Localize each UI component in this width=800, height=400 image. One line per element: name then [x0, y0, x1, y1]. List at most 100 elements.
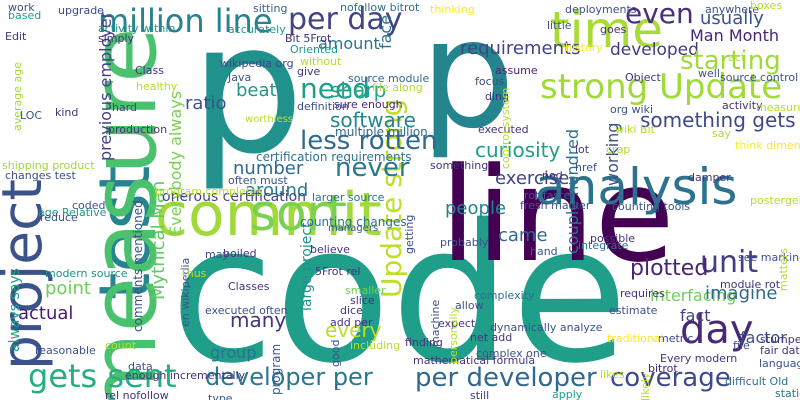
- word-nod: nod: [542, 169, 563, 182]
- word-little: little: [547, 19, 572, 32]
- word-beat: beat: [236, 80, 277, 101]
- word-edit: Edit: [5, 30, 27, 43]
- word-data: data: [128, 360, 153, 373]
- word-source-control: source control: [720, 71, 799, 84]
- word-finding: finding: [405, 336, 443, 349]
- word-ratio: ratio: [185, 93, 227, 114]
- word-classes: Classes: [228, 280, 270, 293]
- word-fair-data: fair data: [760, 344, 800, 357]
- word-commit: commit: [155, 180, 382, 250]
- word-module-rot: module rot: [720, 278, 781, 291]
- word-thus: Thus: [180, 267, 207, 280]
- word-many: many: [230, 308, 287, 332]
- word-requirements: requirements: [460, 38, 581, 59]
- word-href: href: [575, 161, 597, 174]
- word-crap: crap: [606, 143, 631, 156]
- word-man-month: Man Month: [690, 26, 779, 45]
- word-comments-mentioned: comments mentioned: [131, 200, 145, 332]
- word-personally: personally: [447, 306, 460, 364]
- word-every-modern: Every modern: [660, 352, 738, 365]
- word-around: around: [245, 180, 309, 201]
- word-time: time: [550, 1, 663, 59]
- word-slice: slice: [350, 294, 375, 307]
- word-onerous-certification: onerous certification: [162, 189, 307, 205]
- word-count: count: [105, 339, 137, 352]
- word-factor: factor: [740, 328, 787, 347]
- word-including: including: [350, 339, 401, 352]
- word-number: number: [233, 158, 304, 179]
- word-coded: coded: [72, 199, 106, 212]
- word-exercise: exercise: [495, 168, 570, 189]
- word-point: point: [45, 278, 91, 299]
- word-million-line: million line: [98, 2, 273, 40]
- word-lot: lot: [575, 143, 590, 156]
- word-likes: likes: [600, 368, 625, 381]
- word-probably: probably: [440, 236, 489, 249]
- word-interfacing: interfacing: [650, 286, 737, 305]
- word-ding: ding: [485, 90, 509, 103]
- word-fact: fact: [680, 306, 711, 325]
- word-unit: unit: [700, 245, 759, 280]
- word-focus: focus: [475, 75, 505, 88]
- word-assume: assume: [495, 64, 538, 77]
- word-program-completes: program completes: [155, 185, 263, 198]
- word-requires: requires: [620, 287, 665, 300]
- word-loc: LOC: [20, 109, 43, 122]
- word-file-along: file along: [372, 81, 423, 94]
- word-rel-nofollow: rel nofollow: [105, 389, 169, 400]
- word-nofollow-bitrot: nofollow bitrot: [340, 1, 420, 14]
- word-large-project: large project: [299, 222, 315, 311]
- word-changes-test: changes test: [5, 169, 76, 182]
- word-add-per: add per: [330, 316, 373, 329]
- word-larger-source: larger source: [312, 191, 385, 204]
- word-modern-source: modern source: [45, 267, 128, 280]
- word-plotted: plotted: [630, 256, 709, 281]
- word-executed: executed: [478, 123, 529, 136]
- word-org-wiki: org wiki: [610, 103, 654, 116]
- word-complexity: complexity: [474, 289, 535, 302]
- word-shipping-product: shipping product: [2, 159, 95, 172]
- word-imagine: imagine: [705, 283, 778, 304]
- word-people: people: [445, 198, 507, 219]
- word-developed: developed: [610, 40, 699, 60]
- word-activity-within: activity within: [98, 22, 176, 35]
- word-something: something: [430, 159, 489, 172]
- word-hard: hard: [112, 101, 138, 114]
- word-even: even: [625, 0, 694, 30]
- word-based: based: [8, 9, 42, 22]
- word-starting: starting: [680, 46, 781, 76]
- word-everybody-always: Everybody always: [166, 90, 185, 236]
- word-analysis: analysis: [535, 158, 738, 216]
- word-kind: kind: [55, 106, 79, 119]
- word-matters: matters: [777, 247, 790, 291]
- word-simply: simply: [98, 32, 135, 45]
- word-difficult-old: difficult Old: [725, 375, 789, 388]
- word-wikipedia-org: wikipedia org: [220, 57, 294, 70]
- word-work: work: [8, 1, 35, 14]
- word-per-developer: per developer: [415, 363, 597, 393]
- word-line: line: [440, 139, 675, 291]
- word-thinking: thinking: [430, 3, 475, 16]
- word-coverage: coverage: [610, 363, 731, 393]
- word-need: need: [300, 72, 370, 105]
- word-estimate: estimate: [609, 304, 658, 317]
- word-multiple-million: multiple million: [335, 125, 428, 139]
- word-software: software: [330, 108, 416, 132]
- word-history: history: [565, 41, 603, 54]
- word-measured: measured: [756, 101, 800, 114]
- word-counting-tools: counting tools: [612, 200, 691, 213]
- word-statically: statically: [775, 387, 800, 400]
- word-definition: definition: [297, 100, 349, 113]
- word-metric: metric: [658, 332, 694, 345]
- word-every: every: [325, 318, 382, 342]
- word-act: act: [728, 51, 746, 64]
- word-sharp: sharp: [330, 78, 387, 102]
- word-goes: goes: [600, 23, 627, 36]
- word-type: type: [208, 392, 233, 400]
- word-traditional: traditional: [607, 332, 664, 345]
- word-c: c: [335, 380, 342, 393]
- word-expect: expect: [438, 317, 476, 330]
- word-anywhere: anywhere: [705, 3, 760, 16]
- word-often-must: often must: [228, 174, 288, 187]
